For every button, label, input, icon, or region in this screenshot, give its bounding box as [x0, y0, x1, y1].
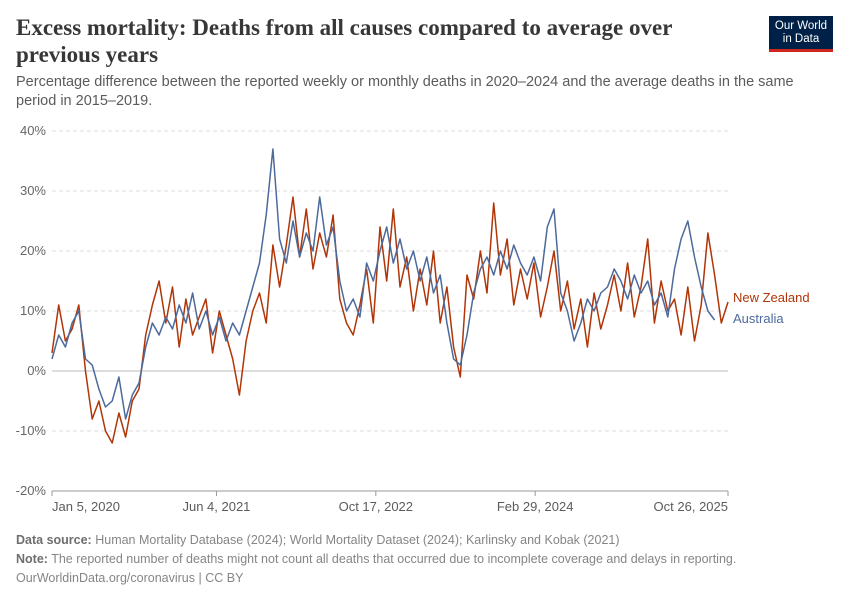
owid-logo[interactable]: Our World in Data	[769, 16, 833, 52]
note-text: The reported number of deaths might not …	[51, 552, 737, 566]
x-tick-label: Jan 5, 2020	[52, 499, 120, 514]
series-line-australia	[51, 148, 716, 420]
chart-title: Excess mortality: Deaths from all causes…	[16, 15, 672, 67]
y-tick-label: 30%	[20, 183, 46, 198]
x-tick-label: Oct 26, 2025	[654, 499, 728, 514]
series-line-new-zealand	[51, 196, 729, 444]
series-label-new-zealand: New Zealand	[733, 290, 810, 305]
y-tick-label: -20%	[16, 483, 47, 498]
source-url[interactable]: OurWorldinData.org/coronavirus | CC BY	[16, 571, 244, 585]
data-source: Data source: Human Mortality Database (2…	[16, 533, 620, 547]
chart-note: Note: The reported number of deaths migh…	[16, 552, 736, 566]
data-source-label: Data source:	[16, 533, 92, 547]
x-axis: Jan 5, 2020 Jun 4, 2021 Oct 17, 2022 Feb 29…	[51, 490, 729, 514]
x-tick-label: Feb 29, 2024	[497, 499, 574, 514]
y-tick-label: -10%	[16, 423, 47, 438]
series-labels: New Zealand Australia	[733, 290, 810, 326]
series-label-australia: Australia	[733, 311, 784, 326]
logo-line-2: in Data	[782, 33, 820, 45]
chart-gridlines	[52, 130, 728, 492]
data-source-text: Human Mortality Database (2024); World M…	[95, 533, 620, 547]
y-axis-tick-labels: -20% -10% 0% 10% 20% 30% 40%	[16, 123, 47, 498]
y-tick-label: 20%	[20, 243, 46, 258]
x-tick-label: Jun 4, 2021	[182, 499, 250, 514]
logo-line-1: Our World	[774, 20, 828, 32]
x-tick-label: Oct 17, 2022	[339, 499, 413, 514]
y-tick-label: 40%	[20, 123, 46, 138]
chart-subtitle: Percentage difference between the report…	[16, 74, 794, 109]
chart-series	[51, 148, 729, 444]
y-tick-label: 0%	[27, 363, 46, 378]
y-tick-label: 10%	[20, 303, 46, 318]
note-label: Note:	[16, 552, 48, 566]
